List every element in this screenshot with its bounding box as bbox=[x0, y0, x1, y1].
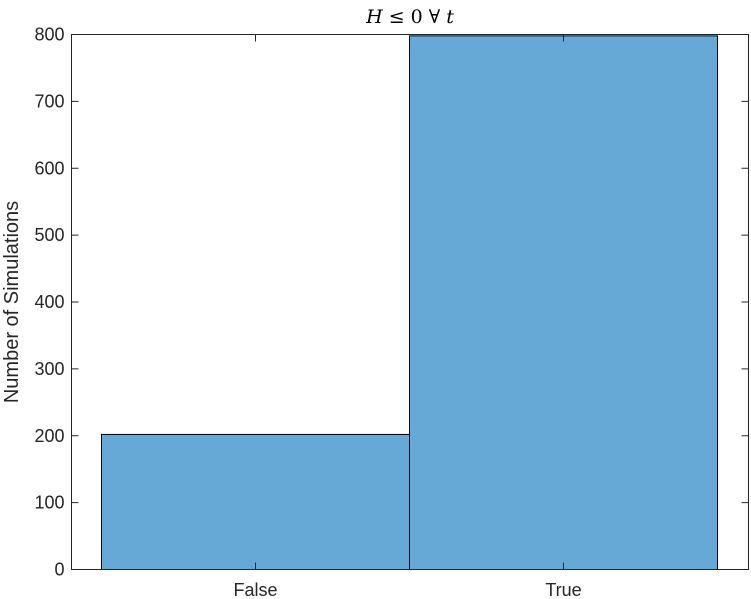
y-axis-label: Number of Simulations bbox=[1, 201, 23, 403]
x-tick-labels: False True bbox=[233, 580, 581, 599]
y-tick-label: 100 bbox=[34, 493, 64, 513]
y-tick-label: 800 bbox=[34, 25, 64, 45]
y-tick-label: 300 bbox=[34, 359, 64, 379]
y-tick-label: 700 bbox=[34, 91, 64, 111]
chart-title-text: H ≤ 0 ∀ t bbox=[365, 6, 454, 28]
y-tick-label: 0 bbox=[54, 560, 64, 580]
title-h: H bbox=[365, 6, 383, 28]
y-tick-label: 600 bbox=[34, 158, 64, 178]
x-tick-label-false: False bbox=[233, 580, 277, 599]
y-tick-label: 400 bbox=[34, 292, 64, 312]
y-tick-label: 500 bbox=[34, 225, 64, 245]
chart-title: ˙ H ≤ 0 ∀ t bbox=[363, 0, 454, 28]
y-tick-labels: 0 100 200 300 400 500 600 700 800 bbox=[34, 25, 64, 580]
bar-false bbox=[101, 433, 410, 570]
title-rest: ≤ 0 ∀ bbox=[389, 6, 441, 28]
bars-layer bbox=[101, 35, 718, 570]
x-tick-label-true: True bbox=[545, 580, 581, 599]
title-h-dot: ˙ bbox=[363, 0, 373, 15]
title-t: t bbox=[446, 6, 454, 28]
y-tick-label: 200 bbox=[34, 426, 64, 446]
bar-true bbox=[409, 35, 718, 570]
axes-box bbox=[71, 34, 749, 570]
